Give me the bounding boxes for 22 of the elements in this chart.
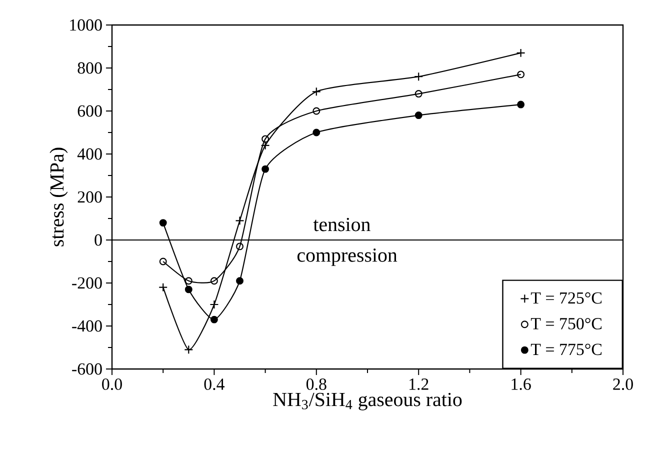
y-tick-label: 600 — [78, 105, 102, 117]
legend-label: T = 750°C — [530, 318, 602, 330]
x-tick-label: 1.6 — [512, 378, 531, 390]
legend-label: T = 725°C — [530, 292, 602, 304]
y-tick-label: -600 — [72, 363, 102, 375]
annotation: compression — [297, 248, 398, 266]
y-axis-title: stress (MPa) — [50, 148, 68, 246]
y-tick-label: 800 — [78, 62, 102, 74]
x-tick-label: 0.8 — [306, 378, 326, 390]
x-tick-label: 1.2 — [410, 378, 428, 390]
annotation: tension — [313, 218, 370, 232]
legend-label: T = 775°C — [530, 344, 602, 356]
y-tick-label: 1000 — [70, 19, 102, 31]
y-tick-label: -400 — [72, 320, 102, 332]
x-tick-label: 0.4 — [204, 378, 225, 390]
y-tick-label: -200 — [72, 277, 102, 289]
x-axis-title: NH$_{3}$/SiH$_{4}$ gaseous ratio — [273, 392, 462, 410]
y-tick-label: 200 — [78, 191, 102, 203]
x-tick-label: 2.0 — [613, 378, 633, 390]
y-tick-label: 0 — [94, 234, 102, 246]
x-tick-label: 0.0 — [102, 378, 122, 390]
y-tick-label: 400 — [77, 148, 102, 160]
